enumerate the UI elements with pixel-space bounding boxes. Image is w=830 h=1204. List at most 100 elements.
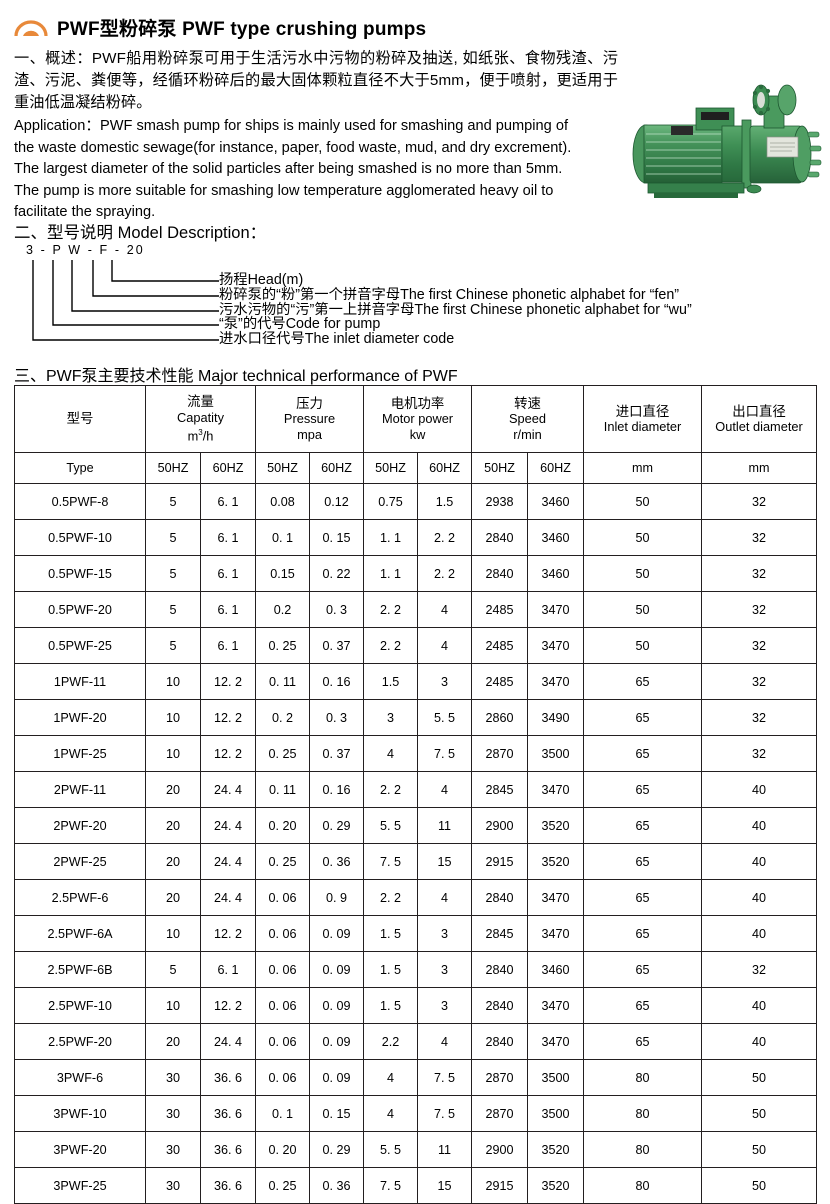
cell-value: 40 (701, 987, 818, 1024)
cell-value: 32 (701, 483, 818, 520)
cell-value: 1.5 (363, 663, 419, 700)
cell-value: 10 (145, 987, 201, 1024)
cell-model: 2.5PWF-6B (14, 951, 146, 988)
cell-value: 36. 6 (199, 1167, 257, 1204)
cell-value: 2938 (471, 483, 529, 520)
table-row: 1PWF-25 10 12. 2 0. 25 0. 37 4 7. 5 2870 3500 65 3… (14, 735, 818, 772)
cell-value: 0. 16 (309, 663, 365, 700)
cell-value: 32 (701, 951, 818, 988)
cell-value: 3460 (527, 951, 585, 988)
cell-value: 10 (145, 735, 201, 772)
cell-value: 7. 5 (363, 1167, 419, 1204)
cell-value: 3470 (527, 1023, 585, 1060)
cell-value: 6. 1 (199, 591, 257, 628)
cell-value: 40 (701, 807, 818, 844)
header-model: 型号 (14, 385, 146, 453)
cell-value: 0. 1 (255, 519, 311, 556)
overview-en-line-2: the waste domestic sewage(for instance, … (14, 139, 572, 156)
header-model-cn: 型号 (66, 411, 94, 427)
cell-value: 40 (701, 771, 818, 808)
cell-model: 3PWF-20 (14, 1131, 146, 1168)
cell-value: 3470 (527, 771, 585, 808)
subheader-speed-60hz: 60HZ (527, 452, 585, 484)
cell-value: 4 (417, 1023, 473, 1060)
cell-value: 2845 (471, 771, 529, 808)
cell-value: 2. 2 (363, 771, 419, 808)
cell-value: 11 (417, 807, 473, 844)
cell-value: 2840 (471, 519, 529, 556)
table-row: 0.5PWF-20 5 6. 1 0.2 0. 3 2. 2 4 2485 3470 50 32 (14, 591, 818, 628)
header-outlet-diameter: 出口直径 Outlet diameter (701, 385, 818, 453)
header-motor-power-unit: kw (409, 426, 426, 442)
cell-value: 0. 06 (255, 1059, 311, 1096)
section-heading-model-description: 二、型号说明 Model Description： (14, 224, 267, 242)
legend-label-inlet-code: 进水口径代号The inlet diameter code (219, 331, 455, 347)
section-heading-performance: 三、PWF泵主要技术性能 Major technical performance… (14, 368, 458, 385)
cell-value: 36. 6 (199, 1095, 257, 1132)
cell-value: 3460 (527, 483, 585, 520)
cell-value: 3500 (527, 1095, 585, 1132)
cell-value: 0.75 (363, 483, 419, 520)
cell-value: 4 (417, 591, 473, 628)
cell-value: 2840 (471, 1023, 529, 1060)
cell-value: 2. 2 (417, 519, 473, 556)
subheader-power-60hz: 60HZ (417, 452, 473, 484)
cell-model: 3PWF-6 (14, 1059, 146, 1096)
table-row: 2.5PWF-10 10 12. 2 0. 06 0. 09 1. 5 3 2840 3470 6… (14, 987, 818, 1024)
cell-value: 0.15 (255, 555, 311, 592)
cell-value: 65 (583, 663, 703, 700)
table-row: 3PWF-10 30 36. 6 0. 1 0. 15 4 7. 5 2870 3500 80 50 (14, 1095, 818, 1132)
cell-value: 12. 2 (199, 699, 257, 736)
cell-value: 24. 4 (199, 1023, 257, 1060)
cell-value: 2915 (471, 1167, 529, 1204)
cell-value: 32 (701, 627, 818, 664)
cell-value: 32 (701, 663, 818, 700)
cell-value: 3500 (527, 1059, 585, 1096)
cell-value: 3470 (527, 915, 585, 952)
cell-model: 1PWF-11 (14, 663, 146, 700)
cell-value: 12. 2 (199, 735, 257, 772)
cell-value: 2. 2 (363, 627, 419, 664)
cell-value: 12. 2 (199, 987, 257, 1024)
cell-value: 0. 09 (309, 1059, 365, 1096)
cell-model: 2.5PWF-10 (14, 987, 146, 1024)
cell-value: 5 (145, 483, 201, 520)
subheader-capacity-60hz: 60HZ (199, 452, 257, 484)
cell-value: 80 (583, 1131, 703, 1168)
cell-value: 50 (701, 1059, 818, 1096)
cell-value: 30 (145, 1131, 201, 1168)
cell-value: 2870 (471, 1095, 529, 1132)
cell-value: 30 (145, 1059, 201, 1096)
cell-value: 15 (417, 1167, 473, 1204)
cell-value: 12. 2 (199, 663, 257, 700)
cell-value: 2485 (471, 591, 529, 628)
cell-value: 0. 20 (255, 1131, 311, 1168)
cell-value: 11 (417, 1131, 473, 1168)
cell-value: 2840 (471, 555, 529, 592)
cell-model: 1PWF-20 (14, 699, 146, 736)
cell-value: 65 (583, 987, 703, 1024)
cell-value: 2.2 (363, 1023, 419, 1060)
cell-value: 0. 09 (309, 915, 365, 952)
cell-value: 2485 (471, 627, 529, 664)
cell-model: 0.5PWF-25 (14, 627, 146, 664)
cell-model: 3PWF-25 (14, 1167, 146, 1204)
cell-value: 0. 22 (309, 555, 365, 592)
cell-value: 6. 1 (199, 483, 257, 520)
cell-value: 0.2 (255, 591, 311, 628)
header-pressure-cn: 压力 (296, 395, 323, 411)
cell-value: 65 (583, 879, 703, 916)
header-pressure-unit: mpa (297, 426, 322, 442)
cell-value: 4 (363, 1095, 419, 1132)
table-row: 2.5PWF-6A 10 12. 2 0. 06 0. 09 1. 5 3 2845 3470 6… (14, 915, 818, 952)
cell-value: 0. 15 (309, 1095, 365, 1132)
cell-value: 50 (583, 555, 703, 592)
model-description-diagram: 3 - P W - F - 20 扬程Head(m) 粉碎泵的“粉”第一个拼音字… (14, 243, 814, 353)
header-speed-unit: r/min (513, 426, 542, 442)
overview-english-text: Application：PWF smash pump for ships is … (14, 116, 618, 224)
overview-en-line-1: Application：PWF smash pump for ships is … (14, 118, 568, 134)
cell-value: 0. 06 (255, 915, 311, 952)
cell-value: 5 (145, 519, 201, 556)
cell-value: 32 (701, 519, 818, 556)
header-capacity-en: Capatity (177, 409, 224, 425)
